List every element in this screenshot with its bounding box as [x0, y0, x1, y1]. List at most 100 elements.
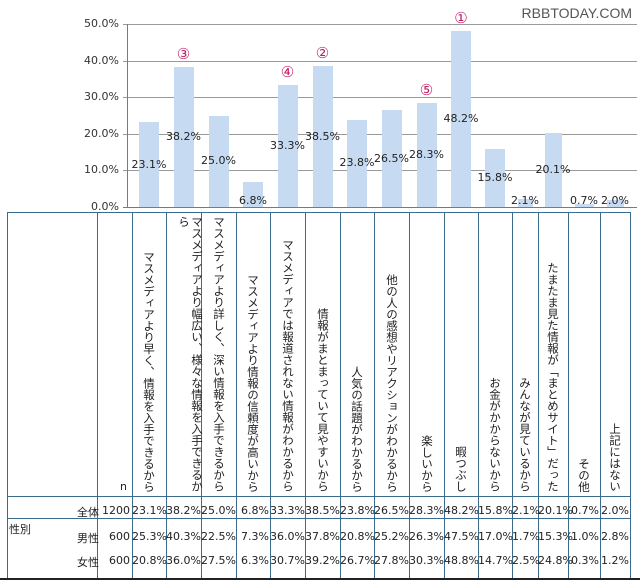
table-cell: 37.8% [305, 530, 340, 543]
table-cell: 24.8% [538, 554, 573, 567]
bar-value-label: 48.2% [443, 111, 479, 125]
table-cell: 7.3% [241, 530, 269, 543]
table-cell: 2.0% [601, 504, 629, 517]
rank-badge-2: ② [315, 44, 330, 63]
y-tick-label: 30.0% [84, 90, 119, 103]
table-cell: 20.8% [340, 530, 375, 543]
bar [518, 199, 533, 207]
bar [174, 67, 194, 207]
table-cell: 48.8% [444, 554, 479, 567]
table-cell: 30.3% [409, 554, 444, 567]
gridline [123, 24, 637, 25]
bar-chart: RBBTODAY.COM 0.0% 10.0% 20.0% 30.0% 40.0% 50.… [0, 0, 640, 213]
bar-value-label: 0.7% [570, 194, 598, 207]
table-cell: 39.2% [305, 554, 340, 567]
table-cell: 20.1% [538, 504, 573, 517]
rank-badge-4: ④ [280, 63, 295, 82]
table-column-divider [568, 212, 569, 578]
table-column-divider [374, 212, 375, 578]
table-cell: 14.7% [478, 554, 513, 567]
row-n: 600 [109, 554, 130, 567]
bar-value-label: 23.1% [131, 157, 167, 171]
row-n: 600 [109, 530, 130, 543]
bar-value-label: 20.1% [535, 163, 571, 177]
table-column-divider [201, 212, 202, 578]
table-column-divider [270, 212, 271, 578]
table-column-divider [409, 212, 410, 578]
bar [607, 199, 624, 207]
bar [139, 122, 159, 207]
table-cell: 47.5% [444, 530, 479, 543]
table-cell: 25.3% [132, 530, 167, 543]
table-cell: 2.8% [601, 530, 629, 543]
table-column-divider [630, 212, 631, 578]
bar-value-label: 6.8% [239, 194, 267, 207]
y-tick-label: 0.0% [91, 200, 119, 213]
category-header: 他の人の感想やリアクションがわかるから [385, 273, 399, 493]
category-header: たまたま見た情報が「まとめサイト」だった [546, 262, 560, 492]
table-column-divider [7, 212, 8, 578]
y-tick-label: 50.0% [84, 17, 119, 30]
category-header: 人気の話題がわかるから [350, 365, 364, 493]
y-tick-label: 20.0% [84, 127, 119, 140]
bar [485, 149, 505, 207]
table-column-divider [340, 212, 341, 578]
bar [575, 204, 594, 207]
category-header: その他 [577, 457, 591, 493]
category-header: みんなが見ているから [518, 377, 532, 492]
rank-badge-1: ① [454, 8, 468, 27]
table-cell: 6.3% [241, 554, 269, 567]
table-cell: 1.7% [512, 530, 540, 543]
bar-value-label: 26.5% [374, 151, 409, 165]
gridline [123, 134, 637, 135]
table-cell: 38.5% [305, 504, 340, 517]
table-header-bottom [7, 496, 631, 497]
table-cell: 1.2% [601, 554, 629, 567]
bar [417, 103, 437, 207]
watermark: RBBTODAY.COM [521, 5, 632, 21]
table-cell: 23.8% [340, 504, 375, 517]
gridline [123, 207, 637, 208]
table-cell: 36.0% [166, 554, 201, 567]
bar [382, 110, 402, 207]
row-n: 1200 [102, 504, 130, 517]
category-header: マスメディアより詳しく、深い情報を入手できるから [212, 216, 226, 492]
bar-value-label: 2.0% [601, 194, 629, 207]
table-column-divider [236, 212, 237, 578]
table-cell: 6.8% [241, 504, 269, 517]
table-cell: 22.5% [201, 530, 236, 543]
table-cell: 0.3% [571, 554, 599, 567]
table-column-divider [444, 212, 445, 578]
table-column-divider [166, 212, 167, 578]
table-cell: 26.5% [374, 504, 409, 517]
table-cell: 30.7% [270, 554, 305, 567]
gridline [123, 97, 637, 98]
y-tick-label: 10.0% [84, 163, 119, 176]
table-cell: 17.0% [478, 530, 513, 543]
table-column-divider [305, 212, 306, 578]
row-label: 全体 [77, 506, 99, 519]
bar-value-label: 25.0% [201, 154, 236, 168]
bar [278, 85, 298, 207]
bar-value-label: 2.1% [511, 194, 539, 207]
table-cell: 27.8% [374, 554, 409, 567]
category-header: 上記にはない [608, 423, 622, 492]
bar-value-label: 28.3% [409, 148, 444, 162]
category-header: お金がかからないから [488, 377, 502, 492]
bar [451, 30, 471, 207]
table-cell: 28.3% [409, 504, 444, 517]
group-label-gender: 性別 [9, 523, 31, 536]
category-header: マスメディアでは報道されない情報がわかるから [281, 239, 295, 492]
table-cell: 38.2% [166, 504, 201, 517]
n-header: n [120, 480, 127, 493]
table-cell: 2.1% [512, 504, 540, 517]
y-axis-line [127, 24, 128, 207]
table-cell: 26.3% [409, 530, 444, 543]
bar-value-label: 15.8% [477, 171, 513, 185]
gridline [123, 61, 637, 62]
bar [243, 182, 263, 207]
row-label: 女性 [77, 556, 99, 569]
bar-value-label: 38.5% [305, 129, 340, 143]
table-cell: 40.3% [166, 530, 201, 543]
table-cell: 0.7% [571, 504, 599, 517]
